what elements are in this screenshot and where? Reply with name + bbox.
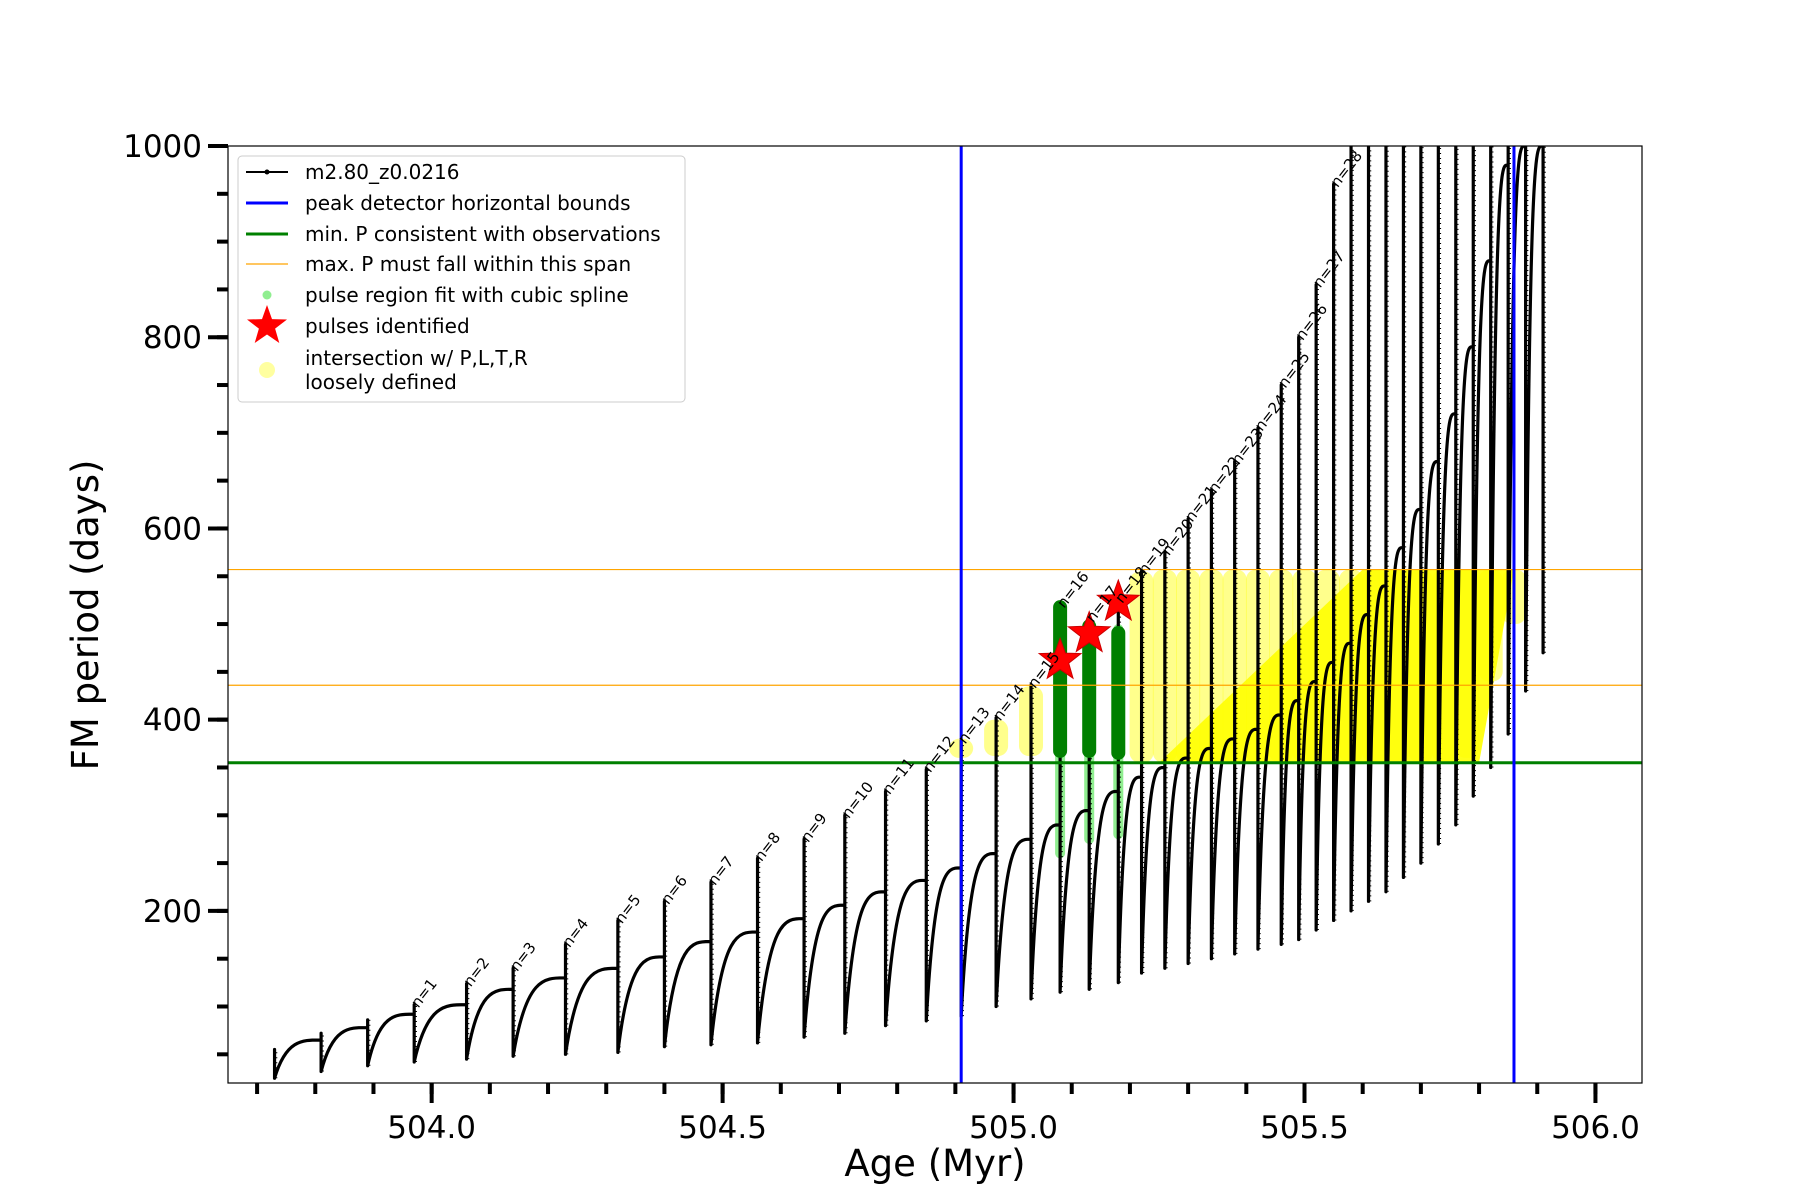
legend-swatch-marker bbox=[264, 169, 270, 175]
x-axis-title: Age (Myr) bbox=[844, 1142, 1025, 1185]
legend-swatch bbox=[262, 290, 272, 300]
legend-label: max. P must fall within this span bbox=[305, 252, 631, 276]
x-tick-label: 506.0 bbox=[1551, 1110, 1640, 1146]
legend-label: pulse region fit with cubic spline bbox=[305, 283, 629, 307]
pulse-star bbox=[1066, 610, 1112, 653]
plot-area: n=1n=2 n=3n=4n=5n=6n=7n=8n=9n=10n=11n=12n… bbox=[228, 146, 1642, 1083]
y-tick-label: 800 bbox=[143, 320, 202, 356]
pulse-fit-segment bbox=[1053, 600, 1068, 758]
pulse-star bbox=[1037, 636, 1083, 680]
legend-label: pulses identified bbox=[305, 314, 470, 338]
legend-label: min. P consistent with observations bbox=[305, 222, 661, 246]
legend-box bbox=[237, 155, 686, 403]
legend-label: peak detector horizontal bounds bbox=[305, 191, 631, 215]
y-tick-label: 1000 bbox=[123, 129, 202, 165]
legend-swatch bbox=[247, 305, 287, 343]
x-tick-label: 505.0 bbox=[969, 1110, 1058, 1146]
x-tick-label: 504.5 bbox=[678, 1110, 767, 1146]
x-tick-label: 504.0 bbox=[387, 1110, 476, 1146]
legend-label: intersection w/ P,L,T,R bbox=[305, 346, 528, 370]
plot-frame bbox=[227, 145, 1643, 1084]
pulse-fit-segment bbox=[1111, 625, 1126, 760]
legend-label-line2: loosely defined bbox=[305, 370, 457, 394]
legend-label: m2.80_z0.0216 bbox=[305, 160, 460, 184]
y-tick-label: 600 bbox=[143, 511, 202, 547]
axes: 504.0 504.5 505.0 505.5 506.0 200 400 600 800 100… bbox=[123, 129, 1640, 1146]
pulse-star bbox=[1096, 578, 1141, 622]
y-axis-title: FM period (days) bbox=[64, 460, 107, 771]
y-tick-label: 200 bbox=[143, 894, 202, 930]
y-tick-label: 400 bbox=[143, 703, 202, 739]
x-tick-label: 505.5 bbox=[1260, 1110, 1349, 1146]
pulse-fit-segment bbox=[1082, 619, 1097, 758]
model-track bbox=[272, 146, 1545, 1080]
legend-swatch bbox=[259, 362, 275, 378]
